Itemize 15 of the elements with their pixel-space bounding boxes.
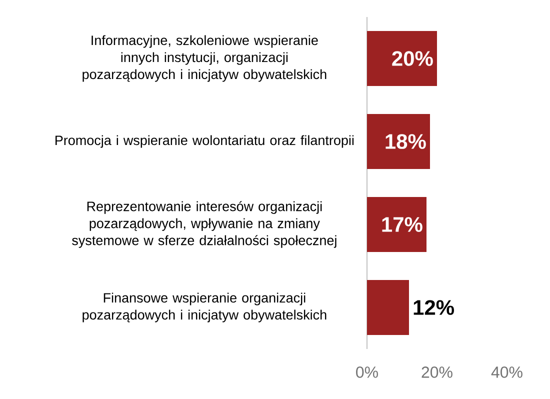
bar — [366, 31, 437, 86]
data-label: 12% — [414, 300, 454, 315]
bar — [366, 114, 430, 169]
bar — [366, 280, 409, 335]
data-label: 18% — [386, 134, 426, 149]
data-label: 20% — [392, 51, 433, 66]
x-tick-label: 40% — [491, 366, 522, 378]
data-label: 17% — [382, 217, 422, 232]
bar — [366, 196, 426, 252]
y-tick-label: Reprezentowanie interesów organizacji pozarządowych, wpływanie na zmiany systemowe w sferze działalności społecznej — [72, 201, 336, 248]
y-tick-label: Informacyjne, szkoleniowe wspieranie innych instytucji, organizacji pozarządowych i inicjatyw obywatelskich — [82, 35, 326, 82]
y-tick-label: Finansowe wspieranie organizacji pozarządowych i inicjatyw obywatelskich — [82, 292, 326, 322]
y-tick-label: Promocja i wspieranie wolontariatu oraz filantropii — [56, 135, 354, 148]
x-tick-label: 20% — [422, 366, 452, 378]
x-tick-label: 0% — [356, 366, 378, 378]
